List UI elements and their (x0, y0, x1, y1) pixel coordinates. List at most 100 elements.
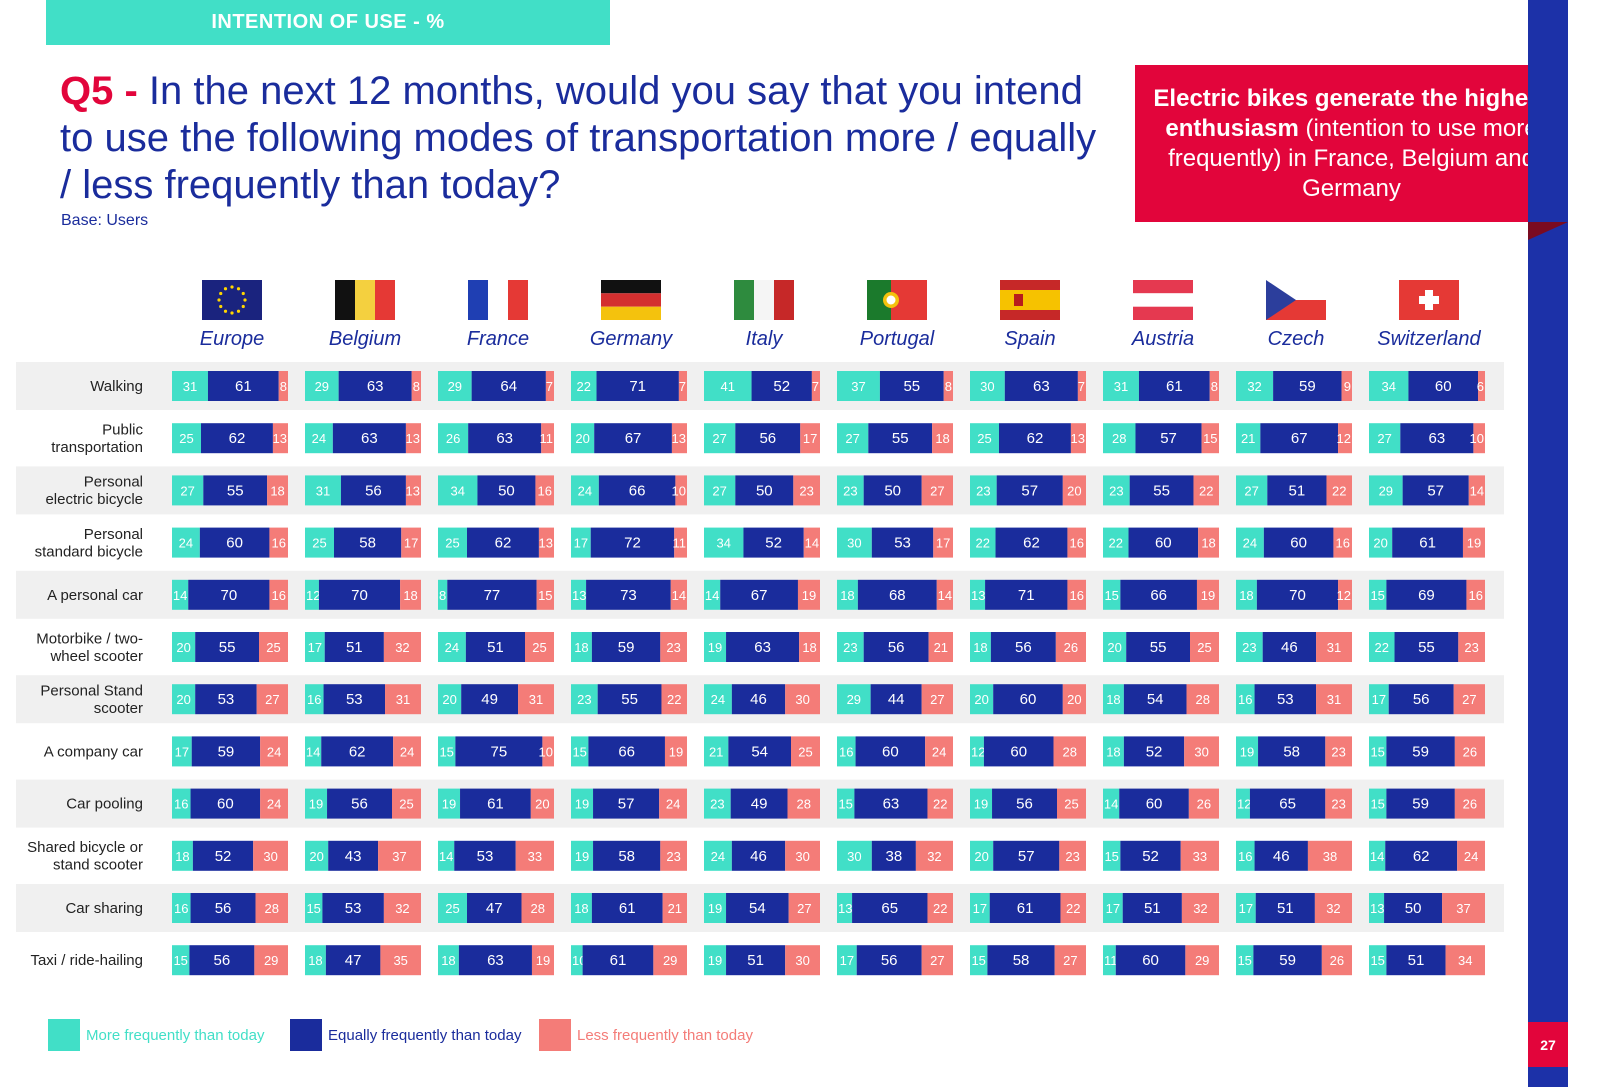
bar-more-car-sharing-belgium (305, 893, 323, 923)
value-label-less-walking-germany: 7 (679, 379, 686, 394)
value-label-equal-taxi-ride-hailing-switzerland: 51 (1408, 952, 1425, 969)
bar-equal-walking-spain (1004, 371, 1078, 401)
bar-more-motorbike-two-wheel-scooter-spain (970, 632, 991, 662)
value-label-less-a-personal-car-spain: 16 (1069, 588, 1083, 603)
value-label-equal-a-company-car-czech: 58 (1283, 743, 1300, 760)
value-label-equal-personal-stand-scooter-switzerland: 56 (1413, 691, 1430, 708)
value-label-less-a-company-car-belgium: 24 (400, 744, 414, 759)
value-label-more-personal-stand-scooter-france: 20 (442, 692, 456, 707)
value-label-equal-personal-standard-bicycle-italy: 52 (765, 535, 782, 552)
bar-equal-personal-standard-bicycle-italy (743, 527, 804, 558)
bar-equal-a-personal-car-france (447, 579, 537, 610)
value-label-equal-car-sharing-portugal: 65 (881, 900, 898, 917)
value-label-more-car-pooling-europe: 16 (174, 797, 188, 812)
bar-less-a-company-car-portugal (925, 736, 953, 767)
bar-more-a-company-car-france (438, 736, 456, 767)
bar-equal-taxi-ride-hailing-switzerland (1386, 945, 1446, 976)
bar-equal-car-pooling-belgium (327, 788, 392, 819)
bar-more-personal-stand-scooter-spain (970, 684, 994, 715)
value-label-equal-car-pooling-spain: 56 (1016, 796, 1033, 813)
value-label-more-a-personal-car-belgium: 12 (306, 588, 320, 603)
value-label-more-personal-standard-bicycle-spain: 22 (976, 536, 990, 551)
bar-less-motorbike-two-wheel-scooter-italy (799, 632, 820, 662)
value-label-more-taxi-ride-hailing-belgium: 18 (308, 953, 322, 968)
value-label-equal-walking-portugal: 55 (903, 378, 920, 395)
bar-more-taxi-ride-hailing-portugal (837, 945, 857, 976)
bar-less-taxi-ride-hailing-italy (785, 945, 820, 976)
bar-more-public-transportation-austria (1103, 423, 1136, 454)
bar-less-personal-electric-bicycle-germany (675, 475, 687, 506)
value-label-equal-a-company-car-europe: 59 (218, 743, 235, 760)
value-label-more-taxi-ride-hailing-switzerland: 15 (1370, 953, 1384, 968)
value-label-equal-personal-stand-scooter-portugal: 44 (888, 691, 905, 708)
value-label-more-car-pooling-austria: 14 (1104, 797, 1118, 812)
value-label-less-shared-bicycle-or-stand-scooter-germany: 23 (666, 849, 680, 864)
bar-more-personal-electric-bicycle-spain (970, 475, 997, 506)
value-label-less-taxi-ride-hailing-belgium: 35 (393, 953, 407, 968)
value-label-less-taxi-ride-hailing-portugal: 27 (930, 953, 944, 968)
bar-more-personal-standard-bicycle-belgium (305, 527, 334, 558)
bar-equal-taxi-ride-hailing-czech (1253, 945, 1322, 976)
bar-equal-motorbike-two-wheel-scooter-austria (1126, 632, 1190, 662)
value-label-less-personal-stand-scooter-austria: 28 (1196, 692, 1210, 707)
value-label-equal-car-pooling-europe: 60 (217, 796, 234, 813)
value-label-less-shared-bicycle-or-stand-scooter-portugal: 32 (927, 849, 941, 864)
bar-more-shared-bicycle-or-stand-scooter-germany (571, 840, 594, 871)
bar-more-personal-standard-bicycle-portugal (837, 527, 872, 558)
bar-equal-personal-electric-bicycle-spain (996, 475, 1063, 506)
bar-more-taxi-ride-hailing-france (438, 945, 459, 976)
category-label-car-pooling: Car pooling (66, 796, 143, 813)
value-label-more-personal-electric-bicycle-portugal: 23 (843, 483, 857, 498)
value-label-more-public-transportation-belgium: 24 (312, 431, 326, 446)
value-label-less-car-sharing-portugal: 22 (933, 901, 947, 916)
bar-more-personal-standard-bicycle-spain (970, 527, 996, 558)
value-label-less-public-transportation-spain: 13 (1071, 431, 1085, 446)
bar-equal-walking-belgium (338, 371, 412, 401)
bar-more-walking-italy (704, 371, 752, 401)
bar-more-public-transportation-belgium (305, 423, 333, 454)
value-label-less-public-transportation-austria: 15 (1203, 431, 1217, 446)
value-label-less-public-transportation-france: 11 (540, 431, 554, 446)
value-label-less-shared-bicycle-or-stand-scooter-europe: 30 (263, 849, 277, 864)
value-label-equal-motorbike-two-wheel-scooter-italy: 63 (754, 639, 771, 656)
bar-equal-public-transportation-switzerland (1400, 423, 1474, 454)
value-label-less-walking-italy: 7 (812, 379, 819, 394)
bar-more-personal-electric-bicycle-portugal (837, 475, 864, 506)
bar-equal-personal-stand-scooter-czech (1254, 684, 1317, 715)
bar-more-shared-bicycle-or-stand-scooter-spain (970, 840, 994, 871)
bar-equal-a-personal-car-portugal (857, 579, 937, 610)
bar-less-a-company-car-europe (260, 736, 288, 767)
bar-equal-shared-bicycle-or-stand-scooter-switzerland (1385, 840, 1458, 871)
value-label-equal-car-sharing-belgium: 53 (345, 900, 362, 917)
bar-less-public-transportation-germany (671, 423, 687, 454)
bar-more-car-pooling-spain (970, 788, 993, 819)
value-label-less-personal-electric-bicycle-czech: 22 (1332, 483, 1346, 498)
value-label-equal-public-transportation-switzerland: 63 (1429, 430, 1446, 447)
value-label-more-taxi-ride-hailing-austria: 11 (1104, 953, 1118, 968)
value-label-less-shared-bicycle-or-stand-scooter-switzerland: 24 (1464, 849, 1478, 864)
bar-more-car-pooling-france (438, 788, 461, 819)
bar-less-shared-bicycle-or-stand-scooter-portugal (915, 840, 953, 871)
bar-less-a-company-car-spain (1053, 736, 1086, 767)
value-label-equal-taxi-ride-hailing-europe: 56 (214, 952, 231, 969)
value-label-less-walking-belgium: 8 (413, 379, 420, 394)
value-label-more-motorbike-two-wheel-scooter-germany: 18 (574, 640, 588, 655)
value-label-more-walking-belgium: 29 (315, 379, 329, 394)
bar-equal-motorbike-two-wheel-scooter-europe (195, 632, 259, 662)
bar-more-taxi-ride-hailing-czech (1236, 945, 1254, 976)
value-label-less-walking-austria: 8 (1211, 379, 1218, 394)
bar-less-public-transportation-switzerland (1473, 423, 1485, 454)
value-label-more-car-pooling-belgium: 19 (309, 797, 323, 812)
value-label-equal-car-pooling-czech: 65 (1279, 796, 1296, 813)
value-label-less-motorbike-two-wheel-scooter-germany: 23 (666, 640, 680, 655)
value-label-less-public-transportation-belgium: 13 (406, 431, 420, 446)
bar-more-personal-stand-scooter-belgium (305, 684, 324, 715)
value-label-more-personal-stand-scooter-spain: 20 (974, 692, 988, 707)
bar-less-public-transportation-italy (800, 423, 820, 454)
value-label-less-personal-standard-bicycle-spain: 16 (1069, 536, 1083, 551)
value-label-more-public-transportation-czech: 21 (1241, 431, 1255, 446)
bar-less-personal-standard-bicycle-italy (803, 527, 820, 558)
value-label-less-a-company-car-switzerland: 26 (1463, 744, 1477, 759)
value-label-more-car-pooling-germany: 19 (575, 797, 589, 812)
